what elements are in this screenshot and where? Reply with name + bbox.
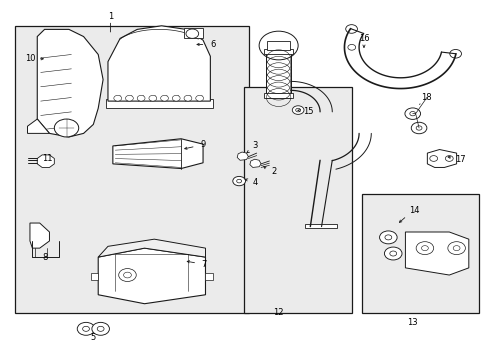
Text: 11: 11 [42, 154, 53, 163]
Circle shape [404, 108, 420, 120]
Bar [267, 41, 289, 50]
Circle shape [172, 95, 180, 101]
Polygon shape [113, 139, 203, 168]
Circle shape [409, 112, 415, 116]
Polygon shape [405, 232, 468, 275]
Text: 13: 13 [407, 318, 417, 327]
Circle shape [125, 95, 133, 101]
Polygon shape [237, 152, 248, 160]
Circle shape [429, 156, 437, 161]
Polygon shape [427, 149, 456, 167]
Text: 4: 4 [252, 177, 257, 186]
Text: 7: 7 [201, 261, 206, 270]
Circle shape [347, 44, 355, 50]
Text: 18: 18 [421, 93, 431, 102]
Text: 16: 16 [358, 34, 368, 43]
Circle shape [445, 156, 452, 161]
Bar [305, 224, 336, 228]
Polygon shape [91, 273, 98, 280]
Circle shape [137, 95, 145, 101]
Polygon shape [183, 28, 203, 39]
Text: 6: 6 [210, 40, 215, 49]
Circle shape [379, 231, 396, 244]
Circle shape [447, 242, 465, 255]
Bar [244, 87, 351, 313]
Text: 12: 12 [273, 308, 284, 317]
Bar [15, 26, 249, 313]
Text: 8: 8 [43, 253, 48, 262]
Text: 3: 3 [252, 141, 257, 150]
Text: 14: 14 [408, 206, 419, 215]
Circle shape [421, 246, 427, 251]
Polygon shape [205, 273, 212, 280]
Text: 15: 15 [302, 107, 312, 116]
Circle shape [54, 119, 79, 137]
Circle shape [232, 176, 245, 186]
Circle shape [292, 106, 304, 114]
Polygon shape [98, 248, 205, 304]
Circle shape [114, 95, 122, 101]
Text: 17: 17 [454, 155, 465, 164]
Bar [105, 99, 212, 108]
Polygon shape [37, 155, 54, 167]
Polygon shape [30, 223, 49, 248]
Text: 2: 2 [270, 167, 276, 176]
Polygon shape [108, 26, 210, 101]
Circle shape [97, 326, 104, 331]
Bar [266, 53, 290, 98]
Circle shape [92, 322, 109, 335]
Circle shape [384, 247, 401, 260]
Circle shape [77, 322, 95, 335]
Circle shape [384, 235, 391, 240]
Circle shape [119, 269, 136, 282]
Circle shape [410, 122, 426, 134]
Circle shape [160, 95, 168, 101]
Polygon shape [37, 30, 103, 137]
Bar [264, 49, 293, 54]
Polygon shape [27, 119, 49, 134]
Circle shape [123, 272, 131, 278]
Circle shape [195, 95, 203, 101]
Circle shape [452, 246, 459, 251]
Circle shape [183, 95, 191, 101]
Circle shape [185, 29, 198, 39]
Text: 5: 5 [91, 333, 96, 342]
Bar [361, 194, 478, 313]
Circle shape [295, 108, 300, 112]
Circle shape [149, 95, 157, 101]
Circle shape [415, 126, 421, 130]
Bar [264, 93, 293, 98]
Text: 9: 9 [200, 140, 205, 149]
Circle shape [82, 326, 89, 331]
Polygon shape [98, 239, 205, 257]
Text: 1: 1 [107, 12, 113, 21]
Polygon shape [249, 159, 261, 167]
Text: 10: 10 [25, 54, 35, 63]
Circle shape [236, 179, 241, 183]
Circle shape [389, 251, 396, 256]
Circle shape [415, 242, 433, 255]
